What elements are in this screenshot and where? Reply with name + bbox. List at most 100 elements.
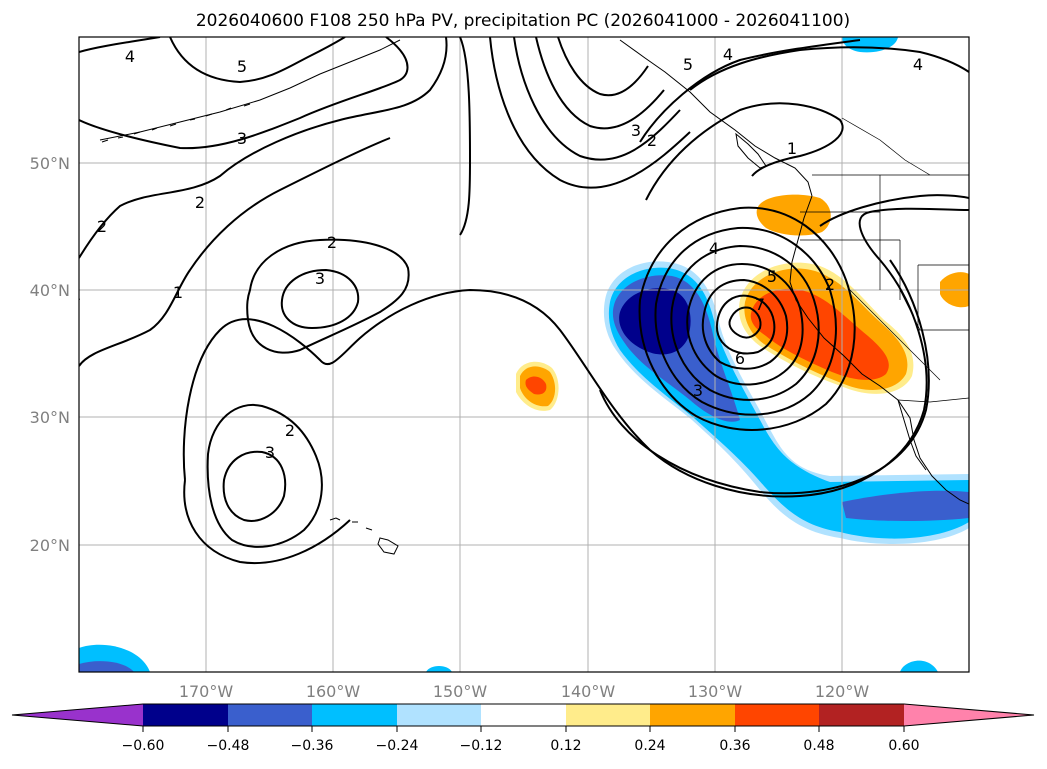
lon-label: 170°W: [179, 682, 234, 701]
contour-label: 2: [285, 421, 295, 440]
map-frame: [78, 36, 970, 673]
colorbar-segment: [228, 704, 312, 726]
colorbar-segment: [735, 704, 819, 726]
lon-label: 130°W: [688, 682, 743, 701]
precip-mid-blue-subtropical: [842, 490, 969, 521]
pv-contour-low-1: [638, 206, 856, 431]
pv-contour-4-northwest: [79, 37, 161, 53]
hawaii-islands: [329, 517, 399, 555]
colorbar-tick-label: 0.12: [550, 738, 581, 754]
colorbar-tick-label: −0.48: [207, 738, 250, 754]
contour-label: 5: [767, 267, 777, 286]
colorbar: −0.60 −0.48 −0.36 −0.24 −0.12 0.12 0.24 …: [11, 703, 1035, 754]
colorbar-segment: [312, 704, 397, 726]
pv-contour-low-4: [686, 262, 804, 386]
contour-label: 4: [723, 45, 733, 64]
pv-contour-4-arc-high: [513, 37, 681, 161]
longitude-labels: 170°W 160°W 150°W 140°W 130°W 120°W: [179, 682, 870, 701]
lat-label: 30°N: [30, 408, 70, 427]
colorbar-segment: [566, 704, 650, 726]
contour-label: 2: [195, 193, 205, 212]
alaska-canada-border: [841, 117, 931, 176]
us-west-coast: [789, 195, 969, 505]
pv-contour-4-arc-east: [689, 46, 969, 91]
lat-label: 40°N: [30, 281, 70, 300]
pv-contour-1-south-wave: [79, 296, 80, 300]
latitude-labels: 50°N 40°N 30°N 20°N: [30, 154, 70, 555]
lat-label: 20°N: [30, 536, 70, 555]
pv-contour-1-west: [79, 137, 391, 367]
colorbar-tick-label: −0.24: [376, 738, 419, 754]
lon-label: 120°W: [815, 682, 870, 701]
contour-label: 4: [913, 55, 923, 74]
colorbar-left-extend: [12, 704, 143, 726]
bc-coast: [619, 39, 813, 197]
contour-label: 2: [97, 217, 107, 236]
colorbar-segment: [650, 704, 735, 726]
us-mexico-border: [897, 397, 969, 403]
pv-contour-5-arc-high: [535, 37, 665, 130]
pv-contour-6-arc-high: [557, 37, 649, 97]
pv-contour-low-7: [728, 306, 762, 339]
precip-orange-pacific-nw: [756, 194, 831, 236]
colorbar-segment: [481, 704, 566, 726]
pv-contour-2-arc-north-high: [459, 37, 471, 236]
pv-contours: [79, 37, 969, 564]
colorbar-segment: [819, 704, 904, 726]
pv-contour-labels: 4 5 3 2 2 1 2 3 2 3 3 2 5 4 4 1 4 5 7 6: [97, 45, 923, 462]
pv-contour-2-loop-south-low: [206, 403, 323, 548]
contour-label: 3: [265, 443, 275, 462]
colorbar-tick-label: −0.36: [291, 738, 334, 754]
pv-contour-ridge-east: [819, 194, 969, 227]
precip-positive-anomaly: [79, 37, 969, 672]
contour-label: 2: [825, 275, 835, 294]
colorbar-ticks: −0.60 −0.48 −0.36 −0.24 −0.12 0.12 0.24 …: [122, 726, 920, 754]
colorbar-tick-label: 0.24: [634, 738, 665, 754]
colorbar-tick-label: −0.12: [460, 738, 503, 754]
pv-contour-1-arc-east: [645, 102, 844, 201]
colorbar-tick-label: 0.60: [888, 738, 919, 754]
pv-contour-1-trough: [182, 207, 969, 498]
contour-label: 5: [683, 55, 693, 74]
contour-label: 3: [693, 381, 703, 400]
pv-contour-1-south-arc: [183, 479, 351, 564]
pv-contour-low-6: [715, 294, 776, 355]
pv-contour-2-northwest: [79, 37, 448, 259]
contour-label: 7: [755, 295, 765, 314]
political-borders: [800, 117, 969, 403]
colorbar-tick-label: −0.60: [122, 738, 165, 754]
pv-contour-low-2: [654, 226, 837, 416]
contour-label: 2: [327, 233, 337, 252]
pv-contour-3-loop-north-low: [280, 268, 360, 330]
coastlines: [99, 39, 969, 555]
lon-label: 140°W: [561, 682, 616, 701]
contour-label: 5: [237, 57, 247, 76]
pv-contour-2-loop-north-low: [246, 238, 410, 354]
precip-red-midpacific: [525, 376, 547, 395]
pv-contour-low-5: [701, 278, 789, 370]
colorbar-right-extend: [904, 704, 1034, 726]
contour-label: 3: [631, 121, 641, 140]
precip-mid-blue-bottom-left: [79, 661, 134, 672]
state-borders: [800, 175, 969, 381]
colorbar-tick-label: 0.36: [719, 738, 750, 754]
colorbar-tick-label: 0.48: [803, 738, 834, 754]
pv-contour-5-north: [169, 37, 346, 84]
pv-contour-2-arc-east-high: [639, 39, 861, 143]
contour-label: 6: [735, 349, 745, 368]
contour-label: 2: [647, 131, 657, 150]
colorbar-segment: [143, 704, 228, 726]
aleutian-islands: [101, 103, 251, 143]
pv-contour-3-arc-high: [489, 37, 691, 189]
contour-label: 1: [787, 139, 797, 158]
lon-label: 150°W: [433, 682, 488, 701]
figure-title: 2026040600 F108 250 hPa PV, precipitatio…: [196, 11, 850, 31]
pv-contour-3-loop-south-low: [222, 450, 287, 522]
pv-contour-low-3: [670, 244, 820, 401]
precip-blue-bottom-right: [900, 660, 938, 672]
lat-label: 50°N: [30, 154, 70, 173]
contour-label: 4: [709, 239, 719, 258]
contour-label: 3: [237, 129, 247, 148]
